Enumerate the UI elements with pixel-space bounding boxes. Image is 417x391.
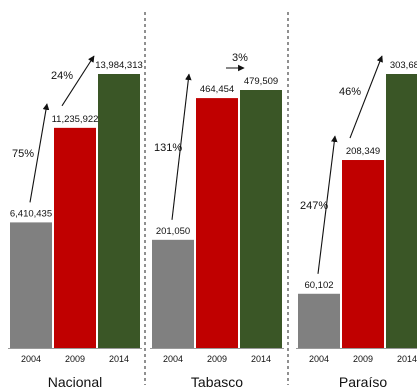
- bar-tabasco-2004: [152, 239, 194, 348]
- growth-arrow: [29, 103, 50, 203]
- x-tick-label: 2004: [309, 354, 329, 364]
- x-tick-label: 2004: [163, 354, 183, 364]
- growth-percent: 75%: [12, 148, 34, 160]
- value-label: 201,050: [156, 226, 190, 237]
- value-label: 6,410,435: [10, 208, 52, 219]
- value-label: 303,686: [390, 60, 417, 71]
- growth-arrow: [349, 55, 383, 139]
- x-tick-label: 2009: [207, 354, 227, 364]
- value-label: 479,509: [244, 76, 278, 87]
- bar-paraíso-2014: [386, 74, 417, 348]
- growth-percent: 24%: [51, 70, 73, 82]
- bar-tabasco-2014: [240, 90, 282, 348]
- x-tick-label: 2004: [21, 354, 41, 364]
- growth-arrow: [317, 135, 338, 274]
- bar-nacional-2014: [98, 74, 140, 348]
- x-tick-label: 2014: [397, 354, 417, 364]
- value-label: 464,454: [200, 84, 234, 95]
- x-tick-label: 2014: [251, 354, 271, 364]
- value-label: 60,102: [304, 280, 333, 291]
- panel-title: Nacional: [48, 374, 102, 390]
- panel-title: Tabasco: [191, 374, 243, 390]
- x-tick-label: 2014: [109, 354, 129, 364]
- panel-title: Paraíso: [339, 374, 387, 390]
- growth-percent: 247%: [300, 200, 328, 212]
- growth-percent: 46%: [339, 86, 361, 98]
- value-label: 11,235,922: [52, 114, 99, 125]
- bar-nacional-2009: [54, 127, 96, 348]
- x-tick-label: 2009: [65, 354, 85, 364]
- growth-percent: 131%: [154, 142, 182, 154]
- x-tick-label: 2009: [353, 354, 373, 364]
- value-label: 208,349: [346, 146, 380, 157]
- bar-paraíso-2009: [342, 160, 384, 348]
- value-label: 13,984,313: [95, 60, 143, 71]
- growth-percent: 3%: [232, 52, 248, 64]
- bar-tabasco-2009: [196, 98, 238, 349]
- bar-nacional-2004: [10, 222, 52, 348]
- growth-arrow: [61, 55, 95, 107]
- growth-arrow: [171, 73, 192, 220]
- bar-paraíso-2004: [298, 293, 340, 348]
